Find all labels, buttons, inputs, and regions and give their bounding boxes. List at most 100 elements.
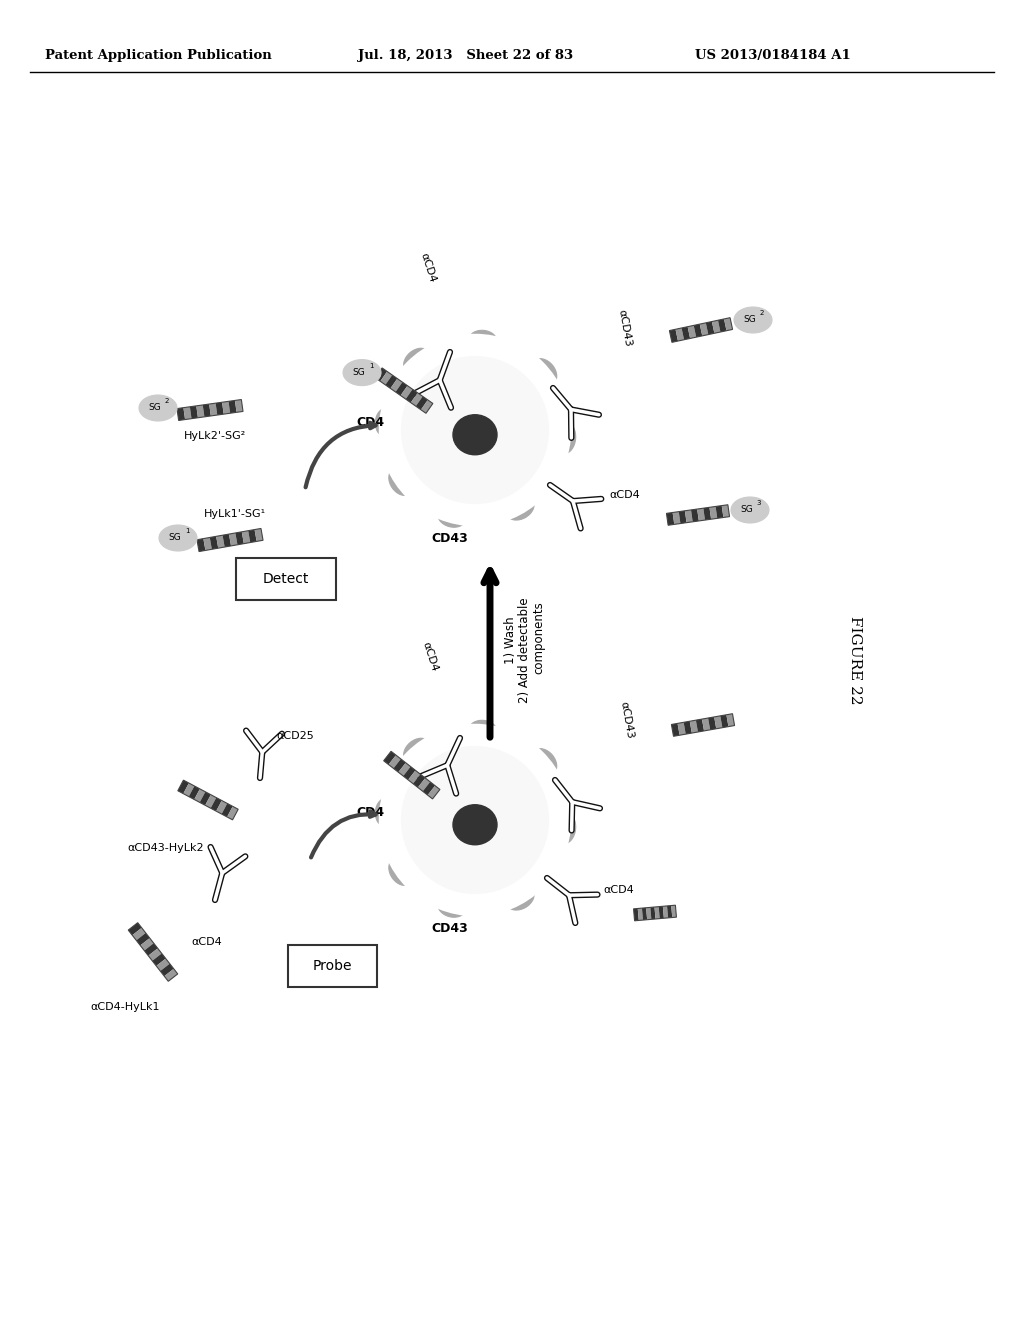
Polygon shape: [409, 771, 421, 784]
Polygon shape: [697, 508, 705, 521]
Polygon shape: [203, 404, 211, 417]
Polygon shape: [400, 385, 413, 399]
Polygon shape: [710, 507, 717, 519]
Text: CD4: CD4: [356, 416, 384, 429]
Polygon shape: [712, 321, 721, 333]
Ellipse shape: [453, 805, 497, 845]
Ellipse shape: [438, 507, 466, 527]
Polygon shape: [228, 400, 237, 413]
Polygon shape: [720, 715, 728, 727]
Polygon shape: [242, 531, 250, 544]
Polygon shape: [676, 327, 684, 341]
Text: Detect: Detect: [263, 572, 309, 586]
Polygon shape: [209, 403, 217, 416]
Polygon shape: [722, 504, 729, 517]
Text: Patent Application Publication: Patent Application Publication: [45, 49, 271, 62]
Polygon shape: [178, 780, 188, 793]
Text: αCD25: αCD25: [276, 731, 314, 741]
Text: HyLk1'-SG¹: HyLk1'-SG¹: [204, 510, 266, 519]
Polygon shape: [221, 804, 232, 817]
Polygon shape: [685, 510, 692, 523]
Polygon shape: [678, 722, 686, 735]
Polygon shape: [667, 906, 673, 917]
Ellipse shape: [531, 359, 557, 385]
Text: 3: 3: [757, 500, 761, 506]
Text: αCD4: αCD4: [421, 640, 439, 673]
Text: αCD43-HyLk2: αCD43-HyLk2: [128, 843, 205, 853]
Polygon shape: [227, 807, 239, 820]
Polygon shape: [403, 767, 416, 780]
Polygon shape: [690, 721, 698, 733]
Polygon shape: [716, 506, 723, 519]
Text: αCD4: αCD4: [419, 252, 437, 284]
Ellipse shape: [469, 330, 497, 350]
Polygon shape: [195, 789, 206, 803]
Polygon shape: [216, 535, 224, 548]
Ellipse shape: [343, 359, 381, 385]
Polygon shape: [390, 379, 402, 392]
Text: HyLk2'-SG²: HyLk2'-SG²: [184, 432, 246, 441]
Polygon shape: [684, 721, 692, 734]
Polygon shape: [670, 329, 678, 342]
Polygon shape: [128, 923, 141, 935]
Polygon shape: [164, 969, 178, 981]
Polygon shape: [411, 393, 423, 407]
FancyBboxPatch shape: [288, 945, 377, 987]
Polygon shape: [210, 536, 218, 549]
Text: US 2013/0184184 A1: US 2013/0184184 A1: [695, 49, 851, 62]
Polygon shape: [393, 759, 406, 772]
Polygon shape: [718, 319, 726, 333]
Polygon shape: [667, 512, 674, 525]
Polygon shape: [144, 944, 158, 956]
Text: CD43: CD43: [432, 532, 468, 544]
Text: FIGURE 22: FIGURE 22: [848, 615, 862, 705]
Circle shape: [401, 356, 549, 504]
Polygon shape: [421, 400, 433, 413]
Polygon shape: [183, 407, 191, 420]
Polygon shape: [157, 958, 170, 972]
Text: αCD4: αCD4: [603, 884, 635, 895]
Text: αCD4: αCD4: [191, 937, 222, 946]
Polygon shape: [222, 535, 231, 546]
Polygon shape: [671, 906, 677, 917]
Ellipse shape: [734, 308, 772, 333]
Polygon shape: [650, 907, 655, 919]
Polygon shape: [398, 763, 411, 776]
Polygon shape: [706, 322, 715, 334]
Polygon shape: [696, 719, 705, 733]
Ellipse shape: [506, 886, 535, 909]
Polygon shape: [183, 783, 195, 796]
Polygon shape: [153, 953, 166, 966]
Polygon shape: [714, 715, 722, 729]
Ellipse shape: [453, 414, 497, 455]
Text: 1) Wash: 1) Wash: [504, 616, 517, 664]
Polygon shape: [658, 907, 664, 919]
FancyBboxPatch shape: [236, 558, 336, 601]
Polygon shape: [634, 908, 639, 921]
Polygon shape: [375, 368, 387, 381]
Ellipse shape: [403, 348, 431, 374]
Text: SG: SG: [743, 315, 757, 325]
Polygon shape: [406, 389, 418, 403]
Polygon shape: [679, 511, 686, 524]
Text: SG: SG: [148, 404, 162, 412]
Ellipse shape: [159, 525, 197, 550]
Polygon shape: [229, 533, 238, 546]
Polygon shape: [693, 325, 702, 337]
Polygon shape: [216, 800, 227, 814]
Polygon shape: [384, 751, 396, 764]
Polygon shape: [188, 785, 200, 800]
Polygon shape: [688, 326, 696, 338]
Polygon shape: [248, 529, 257, 543]
Polygon shape: [672, 723, 680, 737]
Polygon shape: [423, 781, 435, 795]
Polygon shape: [699, 323, 709, 335]
Polygon shape: [200, 792, 211, 805]
Polygon shape: [395, 381, 408, 396]
Text: 1: 1: [184, 528, 189, 535]
Polygon shape: [161, 964, 174, 977]
Polygon shape: [197, 539, 206, 552]
Text: Jul. 18, 2013   Sheet 22 of 83: Jul. 18, 2013 Sheet 22 of 83: [358, 49, 573, 62]
Circle shape: [380, 725, 570, 915]
Ellipse shape: [554, 812, 575, 843]
